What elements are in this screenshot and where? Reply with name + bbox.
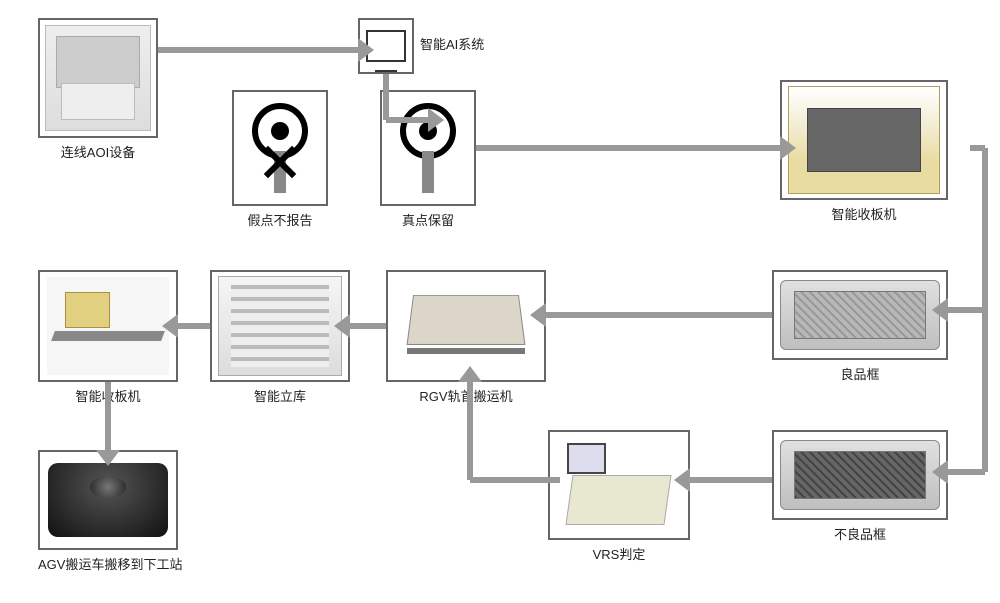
node-rgv: RGV轨首搬运机 xyxy=(386,270,546,405)
label-aoi: 连线AOI设备 xyxy=(38,142,158,161)
node-good: 良品框 xyxy=(772,270,948,383)
label-ai: 智能AI系统 xyxy=(420,34,484,53)
label-true: 真点保留 xyxy=(380,210,476,229)
node-agv: AGV搬运车搬移到下工站 xyxy=(38,450,182,573)
node-vrs: VRS判定 xyxy=(548,430,690,563)
label-collector: 智能收板机 xyxy=(780,204,948,223)
label-warehouse: 智能立库 xyxy=(210,386,350,405)
label-false: 假点不报告 xyxy=(232,210,328,229)
node-collector: 智能收板机 xyxy=(780,80,948,223)
label-bad: 不良品框 xyxy=(772,524,948,543)
label-agv: AGV搬运车搬移到下工站 xyxy=(38,554,182,573)
node-bad: 不良品框 xyxy=(772,430,948,543)
flowchart-canvas: 连线AOI设备 智能AI系统 假点不报告 真点保留 智能收板机 良品框 不良品框… xyxy=(0,0,1000,603)
node-aoi: 连线AOI设备 xyxy=(38,18,158,161)
node-false: 假点不报告 xyxy=(232,90,328,229)
label-rgv: RGV轨首搬运机 xyxy=(386,386,546,405)
node-warehouse: 智能立库 xyxy=(210,270,350,405)
label-good: 良品框 xyxy=(772,364,948,383)
label-vrs: VRS判定 xyxy=(548,544,690,563)
